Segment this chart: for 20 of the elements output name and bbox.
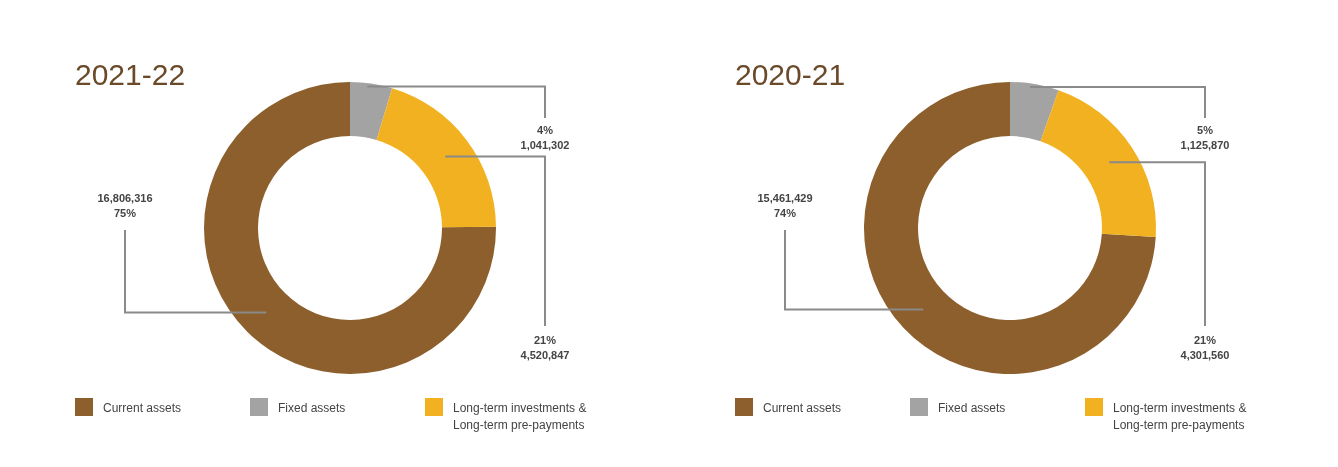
donut-slice [376,88,496,228]
data-label: 21% 4,520,847 [520,334,570,361]
legend-label: Fixed assets [278,401,346,415]
data-label: 4% 1,041,302 [520,124,570,151]
donut-slice [350,82,393,140]
donut-slice [864,82,1156,374]
chart-title: 2021-22 [75,58,186,91]
legend-label: Long-term investments & Long-term pre-payments [1113,401,1247,432]
legend-label: Current assets [763,401,842,415]
donut-slice [1010,82,1059,142]
chart-title: 2020-21 [735,58,846,91]
data-label: 15,461,429 74% [757,192,813,219]
donut-slice [204,82,496,374]
legend-label: Long-term investments & Long-term pre-payments [453,401,587,432]
legend-label: Fixed assets [938,401,1006,415]
data-label: 16,806,316 75% [97,192,153,219]
legend-label: Current assets [103,401,182,415]
data-label: 21% 4,301,560 [1180,334,1230,361]
donut-slice [1040,90,1156,238]
data-label: 5% 1,125,870 [1180,124,1230,151]
